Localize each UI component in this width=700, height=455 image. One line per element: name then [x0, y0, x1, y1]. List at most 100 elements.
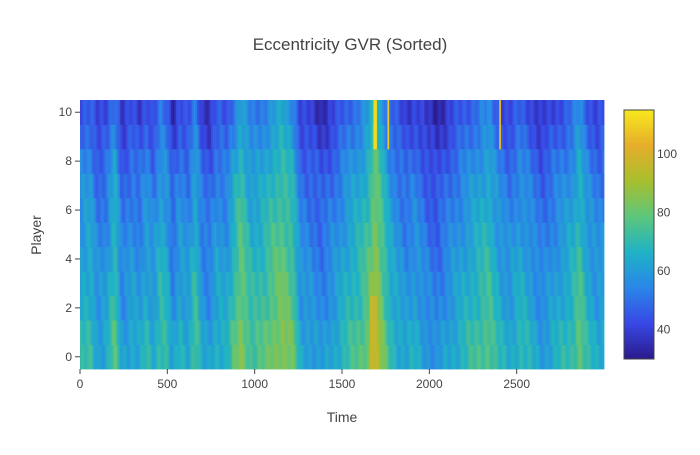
heatmap-cell: [382, 246, 385, 272]
heatmap-cell: [99, 271, 102, 297]
heatmap-cell: [284, 124, 287, 150]
heatmap-cell: [397, 295, 401, 321]
heatmap-cell: [81, 148, 84, 174]
heatmap-cell: [490, 124, 493, 150]
heatmap-cell: [408, 295, 411, 321]
heatmap-cell: [576, 320, 579, 345]
heatmap-cell: [459, 100, 462, 125]
heatmap-cell: [312, 246, 315, 272]
heatmap-cell: [483, 320, 486, 345]
heatmap-cell: [99, 124, 102, 150]
heatmap-cell: [120, 320, 123, 345]
heatmap-cell: [321, 100, 324, 125]
heatmap-cell: [364, 222, 367, 248]
heatmap-cell: [403, 295, 406, 321]
heatmap-cell: [102, 197, 105, 223]
heatmap-cell: [570, 222, 573, 248]
heatmap-cell: [563, 173, 566, 199]
heatmap-cell: [511, 173, 514, 199]
heatmap-cell: [429, 197, 432, 223]
heatmap-cell: [563, 271, 566, 297]
heatmap-cell: [211, 197, 214, 223]
heatmap-cell: [331, 173, 334, 199]
heatmap-cell: [490, 320, 493, 345]
heatmap-cell: [361, 295, 364, 321]
heatmap-cell: [190, 246, 193, 272]
y-tick-label: 6: [65, 203, 72, 217]
heatmap-cell: [130, 197, 133, 223]
heatmap-cell: [511, 320, 514, 345]
heatmap-cell: [443, 173, 446, 199]
heatmap-cell: [530, 124, 533, 150]
heatmap-cell: [518, 246, 521, 272]
heatmap-cell: [563, 197, 566, 223]
heatmap-cell: [305, 197, 308, 223]
heatmap-cell: [142, 344, 146, 370]
heatmap-cell: [233, 320, 236, 345]
heatmap-cell: [534, 124, 537, 150]
heatmap-cell: [100, 173, 104, 199]
heatmap-cell: [331, 246, 334, 272]
heatmap-cell: [499, 271, 502, 297]
heatmap-cell: [562, 320, 565, 345]
heatmap-cell: [457, 173, 460, 199]
heatmap-cell: [148, 246, 151, 272]
heatmap-cell: [411, 295, 415, 321]
heatmap-cell: [495, 271, 498, 297]
heatmap-cell: [127, 344, 130, 370]
colorbar-step: [624, 346, 654, 350]
heatmap-cell: [488, 100, 491, 125]
heatmap-cell: [347, 320, 350, 345]
heatmap-cell: [523, 100, 526, 125]
heatmap-cell: [141, 100, 144, 125]
heatmap-cell: [270, 295, 273, 321]
heatmap-cell: [207, 148, 210, 174]
heatmap-cell: [425, 173, 428, 199]
heatmap-cell: [376, 271, 380, 297]
heatmap-cell: [86, 320, 90, 345]
heatmap-cell: [455, 197, 458, 223]
heatmap-cell: [509, 246, 512, 272]
heatmap-cell: [266, 344, 270, 370]
colorbar-step: [624, 172, 654, 175]
heatmap-cell: [174, 173, 177, 199]
heatmap-cell: [114, 148, 118, 174]
heatmap-cell: [247, 222, 250, 248]
heatmap-cell: [586, 148, 589, 174]
heatmap-cell: [509, 222, 512, 248]
heatmap-cell: [352, 124, 355, 150]
colorbar-step: [624, 329, 654, 333]
heatmap-cell: [581, 271, 584, 297]
heatmap-cell: [556, 197, 559, 223]
heatmap-cell: [581, 197, 584, 223]
heatmap-cell: [462, 100, 465, 125]
heatmap-cell: [233, 124, 236, 150]
heatmap-cell: [217, 320, 221, 345]
colorbar-step: [624, 296, 654, 300]
heatmap-cell: [88, 197, 91, 223]
heatmap-cell: [452, 197, 455, 223]
heatmap-cell: [197, 197, 200, 223]
heatmap-cell: [439, 124, 442, 150]
heatmap-cell: [415, 320, 418, 345]
heatmap-cell: [245, 320, 249, 345]
heatmap-cell: [207, 246, 210, 272]
heatmap-cell: [418, 197, 421, 223]
heatmap-cell: [460, 100, 463, 125]
heatmap-cell: [188, 148, 191, 174]
heatmap-cell: [256, 344, 259, 370]
heatmap-cell: [212, 197, 215, 223]
heatmap-cell: [272, 197, 275, 223]
heatmap-cell: [149, 222, 153, 248]
heatmap-cell: [516, 271, 519, 297]
heatmap-cell: [583, 295, 586, 321]
heatmap-cell: [128, 320, 132, 345]
heatmap-cell: [366, 246, 369, 272]
heatmap-cell: [438, 271, 441, 297]
heatmap-cell: [141, 124, 144, 150]
heatmap-cell: [432, 295, 435, 321]
heatmap-cell: [195, 100, 198, 125]
heatmap-cell: [275, 320, 278, 345]
heatmap-cell: [539, 295, 542, 321]
heatmap-cell: [434, 197, 437, 223]
